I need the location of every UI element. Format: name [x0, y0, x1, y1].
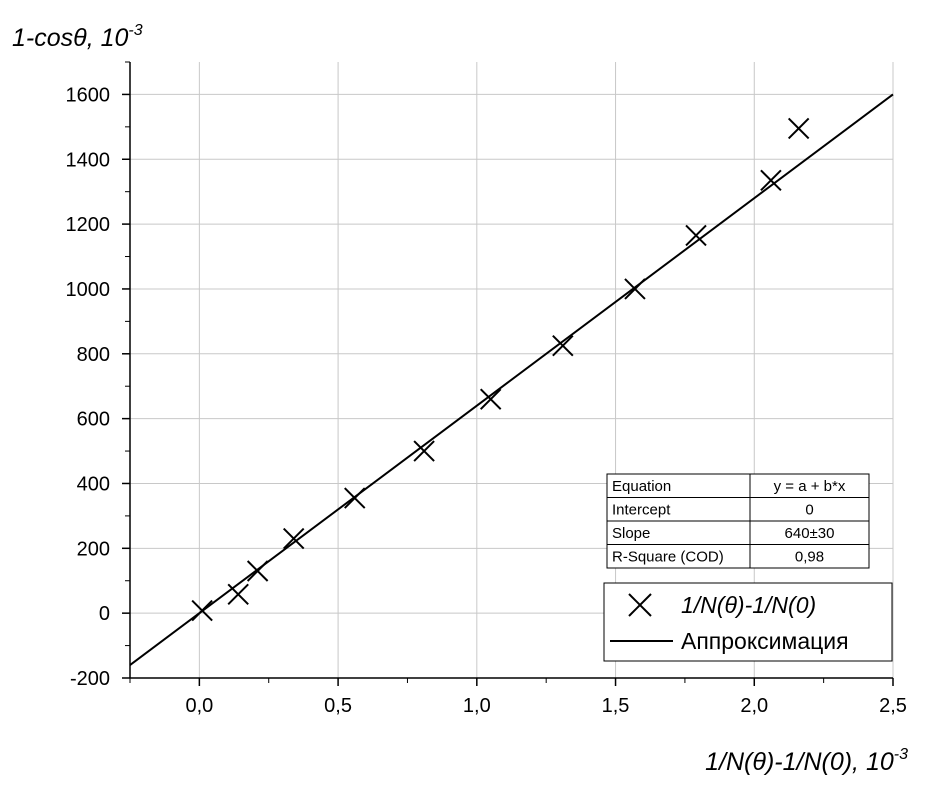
tick-labels: 0,0 0,5 1,0 1,5 2,0 2,5 -200 0 200 400 600 800 1000 1…	[66, 84, 907, 717]
data-point	[282, 527, 305, 550]
data-point	[552, 334, 574, 357]
y-tick-label: 800	[77, 344, 110, 366]
data-point	[413, 440, 435, 462]
fit-table-label: Intercept	[612, 502, 671, 519]
legend-marker-x-icon	[628, 593, 652, 617]
x-tick-label: 1,0	[463, 695, 491, 717]
grid	[130, 62, 894, 679]
legend: 1/N(θ)-1/N(0) Аппроксимация	[603, 582, 893, 662]
data-point-stroke	[191, 599, 213, 622]
fit-table-value: 0,98	[795, 549, 824, 566]
fit-line	[129, 93, 894, 666]
data-point-stroke	[344, 487, 366, 509]
data-point-stroke	[787, 117, 810, 140]
x-tick-label: 1,5	[602, 695, 630, 717]
x-axis-title-exponent: -3	[894, 746, 908, 763]
data-point	[344, 487, 366, 509]
legend-label-fit: Аппроксимация	[681, 628, 849, 654]
fit-table-label: Slope	[612, 525, 650, 542]
axes	[122, 61, 894, 686]
y-axis-title-text: 1-cosθ, 10	[12, 24, 128, 52]
x-tick-label: 2,5	[879, 695, 907, 717]
fit-table-value: y = a + b*x	[774, 478, 846, 495]
y-tick-label: 600	[77, 409, 110, 431]
y-axis-title-exponent: -3	[128, 22, 142, 39]
data-point	[685, 224, 707, 247]
data-point-stroke	[246, 560, 269, 582]
fit-table-value: 0	[805, 502, 813, 519]
y-tick-label: 400	[77, 473, 110, 495]
y-tick-label: 200	[77, 538, 110, 560]
data-point-stroke	[760, 169, 782, 192]
data-point-stroke	[685, 224, 707, 247]
x-axis-title-text: 1/N(θ)-1/N(0), 10	[705, 748, 894, 776]
data-point-stroke	[552, 334, 574, 357]
fit-table-label: R-Square (COD)	[612, 549, 724, 566]
data-point	[787, 117, 810, 140]
y-tick-label: 1600	[66, 84, 111, 106]
data-point	[624, 278, 646, 300]
data-point	[479, 388, 502, 410]
y-tick-label: 0	[99, 603, 110, 625]
data-point-stroke	[227, 583, 249, 606]
x-tick-label: 0,5	[324, 695, 352, 717]
y-tick-label: -200	[70, 668, 110, 690]
y-axis-title: 1-cosθ, 10-3	[12, 22, 143, 52]
data-point-stroke	[479, 388, 502, 410]
data-point-stroke	[413, 440, 435, 462]
x-axis-title: 1/N(θ)-1/N(0), 10-3	[705, 746, 908, 776]
data-point-stroke	[282, 527, 305, 550]
fit-table-value: 640±30	[785, 525, 835, 542]
data-point-stroke	[624, 278, 646, 300]
x-tick-label: 0,0	[185, 695, 213, 717]
y-tick-label: 1400	[66, 149, 111, 171]
data-point	[760, 169, 782, 192]
fit-table-label: Equation	[612, 478, 671, 495]
series	[129, 93, 894, 666]
y-tick-label: 1000	[66, 279, 111, 301]
y-tick-label: 1200	[66, 214, 111, 236]
fit-results-table: Equation y = a + b*x Intercept 0 Slope 640±30…	[606, 473, 870, 569]
data-point	[191, 599, 213, 622]
x-tick-label: 2,0	[740, 695, 768, 717]
data-point	[227, 583, 249, 606]
legend-box	[603, 582, 893, 662]
legend-marker-stroke	[628, 593, 652, 617]
legend-label-data: 1/N(θ)-1/N(0)	[681, 592, 816, 618]
data-point	[246, 560, 269, 582]
